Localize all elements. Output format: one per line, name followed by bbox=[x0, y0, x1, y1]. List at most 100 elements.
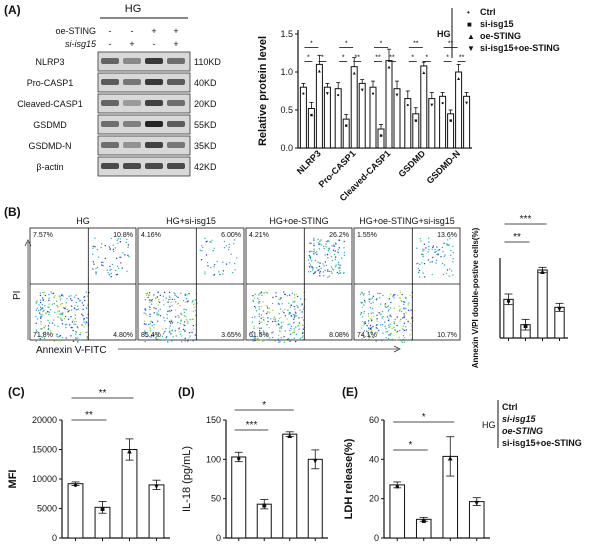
flow-dot bbox=[200, 259, 203, 261]
flow-dot bbox=[95, 271, 97, 273]
flow-dot bbox=[163, 304, 165, 306]
flow-dot bbox=[174, 293, 176, 295]
flow-dot bbox=[280, 327, 282, 329]
flow-dot bbox=[324, 269, 326, 272]
flow-dot bbox=[171, 304, 173, 307]
flow-dot bbox=[178, 316, 180, 319]
flow-arrow-y-head bbox=[24, 239, 32, 247]
flow-dot bbox=[313, 239, 315, 241]
flow-dot bbox=[146, 335, 148, 338]
flow-dot bbox=[49, 309, 52, 311]
flow-dot bbox=[317, 238, 319, 241]
flow-dot bbox=[367, 333, 369, 335]
flow-dot bbox=[309, 264, 312, 266]
data-point: ● bbox=[395, 482, 400, 491]
flow-dot bbox=[59, 303, 62, 306]
flow-dot bbox=[151, 300, 153, 302]
flow-dot bbox=[360, 291, 363, 294]
flow-dot bbox=[419, 263, 421, 265]
sig-label: * bbox=[380, 40, 383, 47]
flow-dot bbox=[258, 315, 261, 318]
blot-band bbox=[145, 163, 163, 169]
flow-dot bbox=[36, 318, 39, 320]
flow-dot bbox=[183, 311, 186, 314]
blot-group-header: HG bbox=[125, 3, 142, 15]
data-point: ▼ bbox=[395, 93, 400, 99]
flow-dot bbox=[296, 304, 298, 307]
flow-dot bbox=[393, 322, 396, 325]
data-point: ■ bbox=[345, 123, 348, 129]
flow-dot bbox=[343, 240, 345, 243]
flow-dot bbox=[332, 244, 335, 246]
flow-dot bbox=[389, 293, 392, 295]
flow-dot bbox=[425, 247, 427, 249]
sig-label: * bbox=[425, 54, 428, 61]
legend-group: HG bbox=[437, 29, 451, 39]
flow-dot bbox=[81, 302, 84, 304]
flow-dot bbox=[368, 291, 370, 293]
flow-dot bbox=[280, 297, 282, 299]
flow-quadrant-ul: 4.21% bbox=[249, 232, 269, 239]
flow-dot bbox=[147, 296, 149, 299]
flow-dot bbox=[395, 331, 398, 333]
flow-dot bbox=[325, 243, 327, 245]
data-point: ▼ bbox=[473, 499, 481, 508]
sig-label: * bbox=[310, 40, 313, 47]
flow-dot bbox=[156, 296, 159, 298]
flow-dot bbox=[61, 313, 64, 316]
flow-dot bbox=[109, 269, 111, 271]
flow-dot bbox=[184, 308, 187, 311]
flow-dot bbox=[394, 329, 396, 331]
flow-dot bbox=[151, 321, 154, 324]
flow-dot bbox=[322, 275, 325, 277]
flow-dot bbox=[379, 313, 381, 315]
flow-dot bbox=[408, 302, 410, 304]
flow-dot bbox=[299, 309, 301, 311]
flow-dot bbox=[427, 259, 430, 261]
flow-dot bbox=[318, 268, 320, 271]
flow-dot bbox=[56, 335, 58, 337]
flow-dot bbox=[155, 297, 157, 299]
legend-e-item-oe-sting: oe-STING bbox=[502, 426, 543, 436]
flow-dot bbox=[266, 306, 269, 308]
flow-dot bbox=[35, 315, 37, 318]
flow-dot bbox=[171, 340, 173, 342]
flow-dot bbox=[177, 315, 179, 317]
blot-row-label-oe-sting: oe-STING bbox=[55, 26, 96, 36]
flow-dot bbox=[265, 339, 268, 341]
flow-dot bbox=[288, 302, 290, 304]
flow-dot bbox=[368, 300, 371, 303]
flow-dot bbox=[187, 321, 189, 323]
flow-dot bbox=[114, 269, 117, 272]
flow-quadrant-ur: 26.2% bbox=[329, 232, 349, 239]
flow-dot bbox=[295, 333, 298, 336]
flow-dot bbox=[361, 306, 364, 309]
flow-dot bbox=[149, 326, 151, 328]
flow-dot bbox=[288, 313, 290, 315]
flow-dot bbox=[267, 317, 269, 319]
flow-dot bbox=[443, 264, 446, 266]
flow-dot bbox=[96, 248, 99, 251]
flow-dot bbox=[293, 330, 295, 332]
flow-dot bbox=[262, 330, 265, 332]
blot-band bbox=[167, 163, 185, 169]
flow-dot bbox=[41, 336, 44, 339]
flow-dot bbox=[171, 322, 174, 324]
flow-dot bbox=[40, 313, 42, 316]
flow-dot bbox=[402, 325, 404, 327]
flow-dot bbox=[184, 329, 186, 331]
flow-dot bbox=[359, 293, 362, 296]
flow-dot bbox=[61, 302, 63, 305]
flow-dot bbox=[287, 338, 290, 340]
flow-dot bbox=[387, 319, 390, 322]
flow-dot bbox=[396, 316, 398, 318]
flow-dot bbox=[452, 251, 455, 254]
flow-dot bbox=[392, 295, 394, 298]
flow-dot bbox=[253, 337, 255, 339]
flow-dot bbox=[157, 291, 159, 293]
data-point: ▲ bbox=[352, 71, 357, 77]
flow-dot bbox=[290, 333, 292, 335]
flow-dot bbox=[66, 297, 68, 300]
flow-dot bbox=[327, 256, 329, 259]
